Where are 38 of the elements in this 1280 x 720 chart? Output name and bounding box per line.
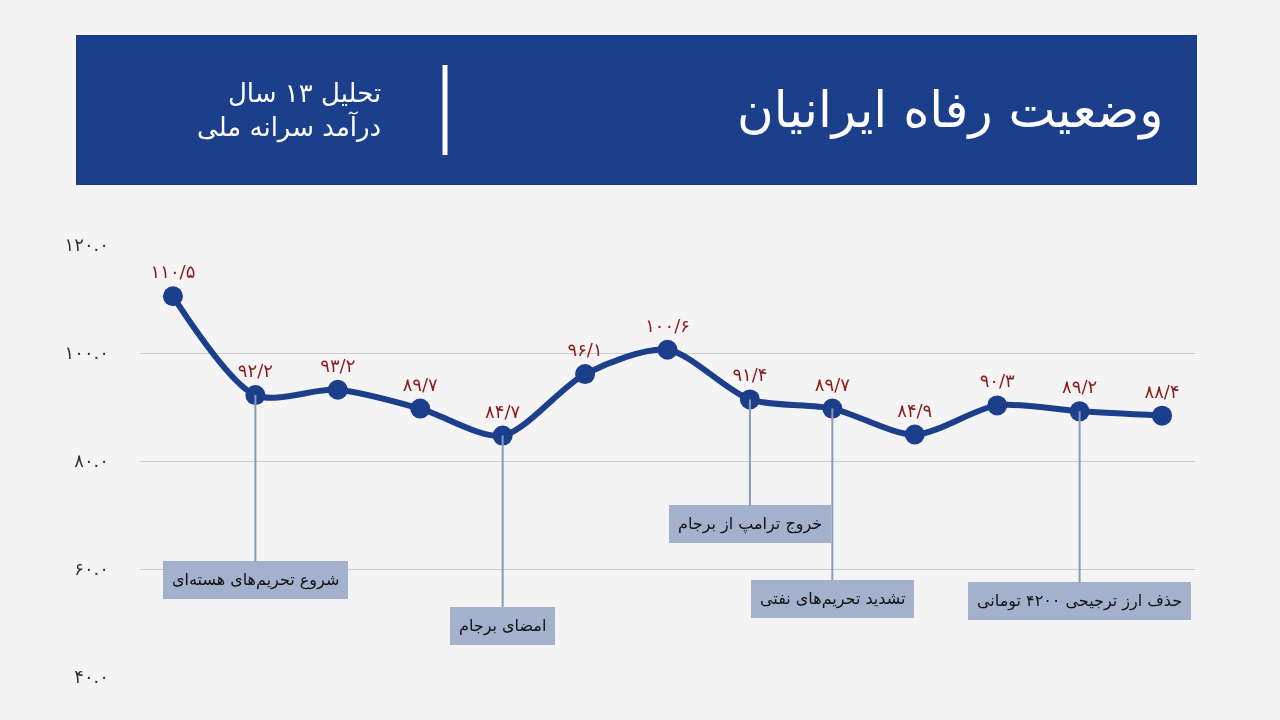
data-label: ۸۹/۷ [814, 373, 851, 395]
y-tick-label: ۶۰.۰ [74, 558, 109, 580]
annotation: خروج ترامپ از برجام [678, 514, 823, 534]
y-tick-label: ۱۲۰.۰ [64, 234, 109, 256]
point [492, 425, 513, 446]
data-label: ۹۶/۱ [567, 339, 603, 361]
chart-subtitle: تحلیل ۱۳ سال درآمد سرانه ملی [197, 78, 382, 143]
data-label: ۸۴/۹ [897, 399, 933, 421]
annotation: شروع تحریم‌های هسته‌ای [172, 570, 340, 590]
data-label: ۸۹/۲ [1062, 376, 1098, 398]
data-label: ۸۸/۴ [1144, 380, 1180, 402]
data-label: ۹۰/۳ [979, 370, 1016, 392]
data-label: ۸۴/۷ [485, 400, 521, 422]
annotation: حذف ارز ترجیحی ۴۲۰۰ تومانی [977, 591, 1183, 611]
data-label: ۹۱/۴ [732, 364, 768, 386]
data-label: ۱۱۰/۵ [150, 261, 196, 283]
annotation: تشدید تحریم‌های نفتی [760, 589, 906, 609]
data-label: ۹۲/۲ [237, 360, 273, 382]
point [1069, 401, 1090, 422]
point [739, 389, 760, 410]
data-label: ۹۳/۲ [320, 354, 356, 376]
chart-title: وضعیت رفاه ایرانیان [737, 81, 1164, 140]
point [904, 424, 925, 445]
point [1152, 405, 1173, 426]
point [657, 339, 678, 360]
point [245, 385, 266, 406]
point [162, 286, 183, 307]
y-tick-label: ۸۰.۰ [74, 450, 109, 472]
y-tick-label: ۴۰.۰ [74, 666, 109, 688]
annotation: امضای برجام [459, 616, 547, 636]
data-label: ۱۰۰/۶ [645, 314, 690, 336]
point [410, 398, 431, 419]
point [822, 398, 843, 419]
data-label: ۸۹/۷ [402, 373, 439, 395]
y-tick-label: ۱۰۰.۰ [64, 342, 109, 364]
point [987, 395, 1008, 416]
point [327, 379, 348, 400]
point [575, 364, 596, 385]
